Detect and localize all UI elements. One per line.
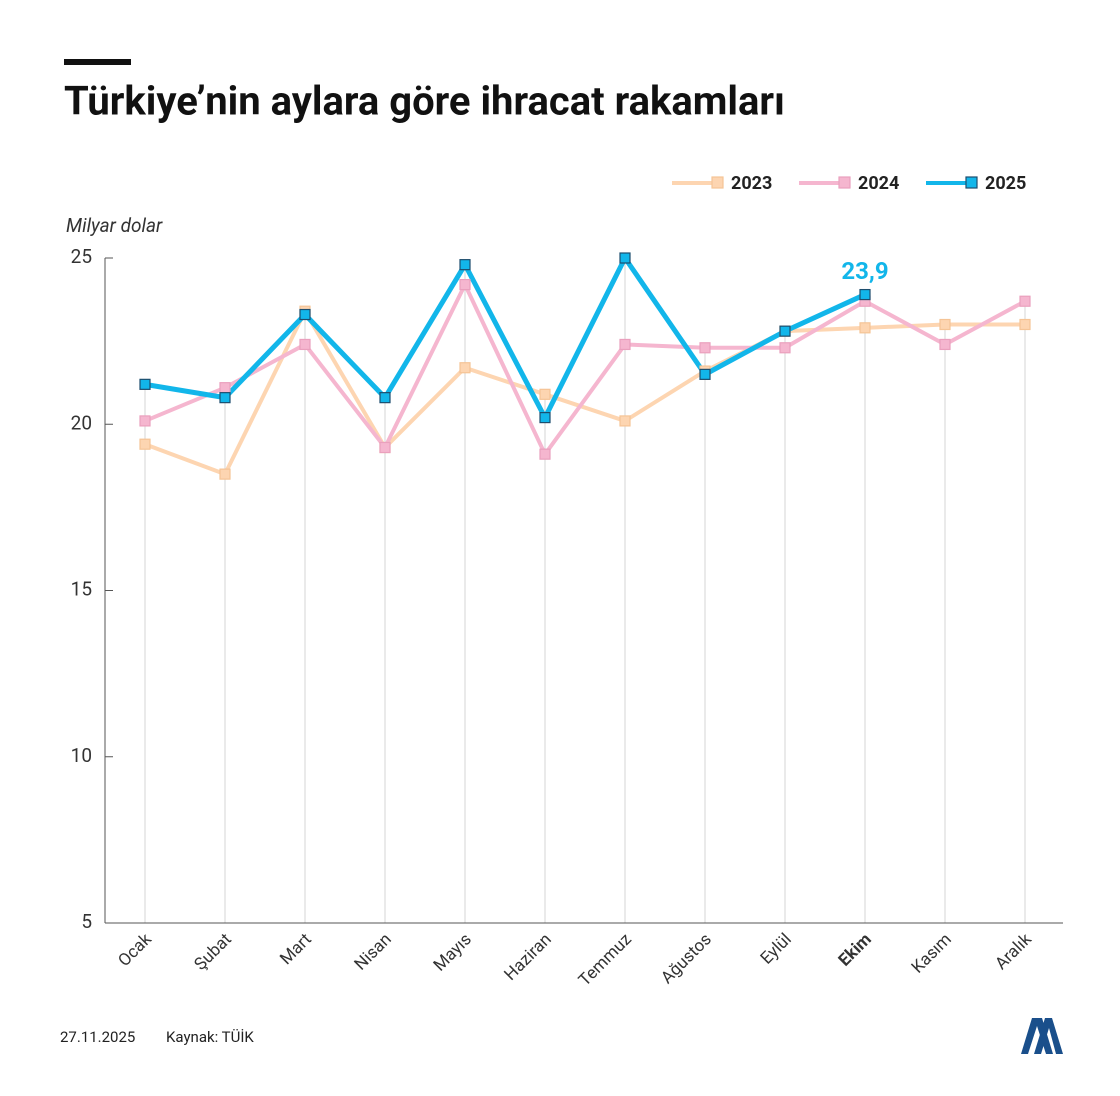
point: [539, 388, 551, 400]
point: [619, 415, 631, 427]
point: [619, 338, 631, 351]
y-tick-label: 20: [71, 411, 92, 434]
x-tick-label: Şubat: [191, 930, 236, 975]
x-tick-label: Nisan: [351, 930, 396, 975]
point: [459, 259, 471, 271]
point: [139, 378, 151, 390]
x-tick-label: Temmuz: [575, 930, 636, 991]
legend-marker: [838, 176, 851, 189]
x-tick-label: Haziran: [501, 930, 556, 985]
series-line: [144, 255, 867, 421]
point: [939, 338, 951, 351]
x-tick-label: Kasım: [908, 930, 956, 978]
x-tick-label: Aralık: [991, 929, 1036, 974]
chart-title: Türkiye’nin aylara göre ihracat rakamlar…: [64, 78, 785, 125]
point: [139, 415, 151, 427]
x-tick-label: Ekim: [835, 930, 876, 971]
series-line: [144, 282, 1026, 457]
point: [299, 338, 311, 351]
x-tick-label: Mart: [276, 930, 315, 969]
point: [779, 325, 791, 337]
date: 27.11.2025: [60, 1028, 135, 1046]
point: [539, 448, 551, 460]
legend-marker: [965, 176, 978, 189]
point: [619, 252, 631, 264]
title-bar: [64, 59, 131, 65]
value-label: 23,9: [841, 257, 888, 285]
point: [859, 322, 871, 334]
point: [779, 342, 791, 354]
x-tick-label: Ocak: [114, 929, 156, 971]
y-tick-label: 5: [81, 910, 92, 933]
point: [699, 368, 711, 380]
point: [539, 412, 551, 424]
x-tick-label: Mayıs: [430, 930, 476, 976]
y-tick-label: 10: [71, 744, 92, 767]
point: [219, 382, 231, 394]
point: [1019, 318, 1031, 331]
point: [699, 342, 711, 354]
legend-marker: [711, 176, 724, 189]
x-tick-label: Eylül: [757, 930, 796, 969]
point: [379, 392, 391, 404]
y-tick-label: 15: [71, 578, 92, 601]
point: [459, 279, 471, 291]
series-line: [144, 309, 1025, 477]
y-axis-label: Milyar dolar: [66, 214, 163, 237]
source: Kaynak: TÜİK: [166, 1028, 254, 1046]
legend-label: 2024: [858, 173, 899, 194]
legend-label: 2023: [731, 173, 772, 194]
point: [139, 438, 151, 450]
point: [299, 308, 311, 321]
point: [379, 441, 391, 454]
point: [939, 318, 951, 331]
point: [459, 362, 471, 374]
legend-label: 2025: [985, 173, 1026, 194]
logo: [1021, 1018, 1063, 1054]
point: [1019, 295, 1031, 307]
y-tick-label: 25: [71, 245, 92, 268]
point: [859, 288, 871, 301]
point: [219, 392, 231, 404]
x-tick-label: Ağustos: [657, 930, 715, 988]
point: [219, 468, 231, 480]
